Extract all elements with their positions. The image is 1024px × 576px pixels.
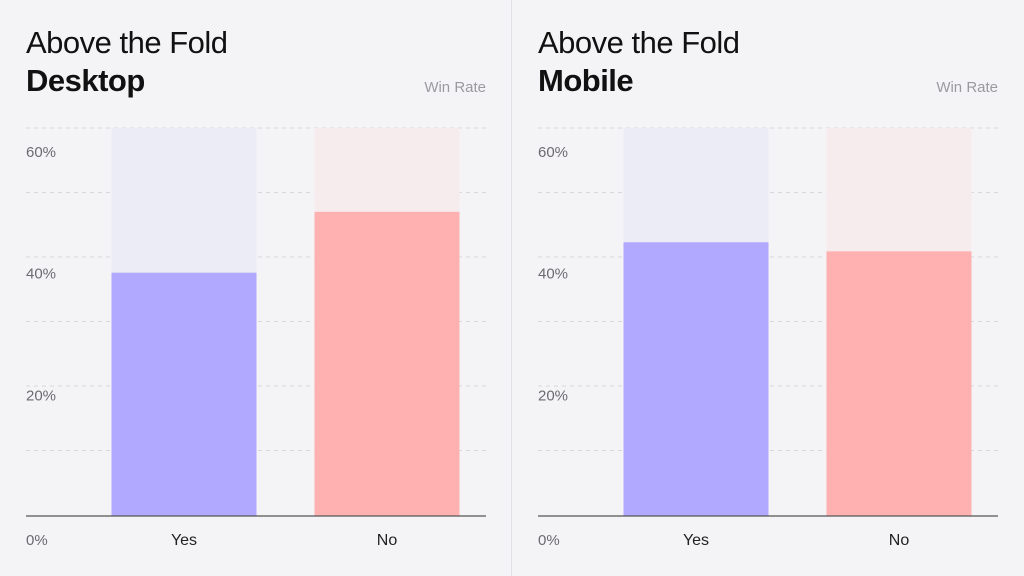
y-tick-label: 40% <box>26 266 56 283</box>
chart-panel-mobile: Above the Fold Mobile Win Rate Yes No 0% 20… <box>512 0 1024 576</box>
chart-title: Above the Fold <box>538 25 740 60</box>
category-label: No <box>889 532 910 549</box>
y-tick-label: 20% <box>538 387 568 404</box>
y-tick-label: 20% <box>26 387 56 404</box>
y-tick-label: 0% <box>26 532 48 549</box>
category-label: Yes <box>683 532 709 549</box>
metric-label: Win Rate <box>936 79 998 96</box>
bar-no <box>826 251 972 516</box>
category-label: Yes <box>171 532 197 549</box>
y-tick-label: 60% <box>538 144 568 161</box>
chart-title: Above the Fold <box>26 25 228 60</box>
chart-subtitle: Mobile <box>538 63 634 98</box>
y-tick-label: 0% <box>538 532 560 549</box>
y-tick-label: 40% <box>538 266 568 283</box>
y-tick-label: 60% <box>26 144 56 161</box>
panel-divider <box>511 0 512 576</box>
metric-label: Win Rate <box>424 79 486 96</box>
bar-no <box>314 211 460 517</box>
bar-chart-mobile: Yes No 0% 20% 40% 60% <box>538 127 998 549</box>
bar-yes <box>111 272 257 516</box>
chart-subtitle: Desktop <box>26 63 145 98</box>
bar-chart-desktop: Yes No 0% 20% 40% 60% <box>26 127 486 549</box>
category-label: No <box>377 532 398 549</box>
bar-yes <box>623 242 769 516</box>
chart-panel-desktop: Above the Fold Desktop Win Rate Yes No 0% 2… <box>26 25 486 549</box>
